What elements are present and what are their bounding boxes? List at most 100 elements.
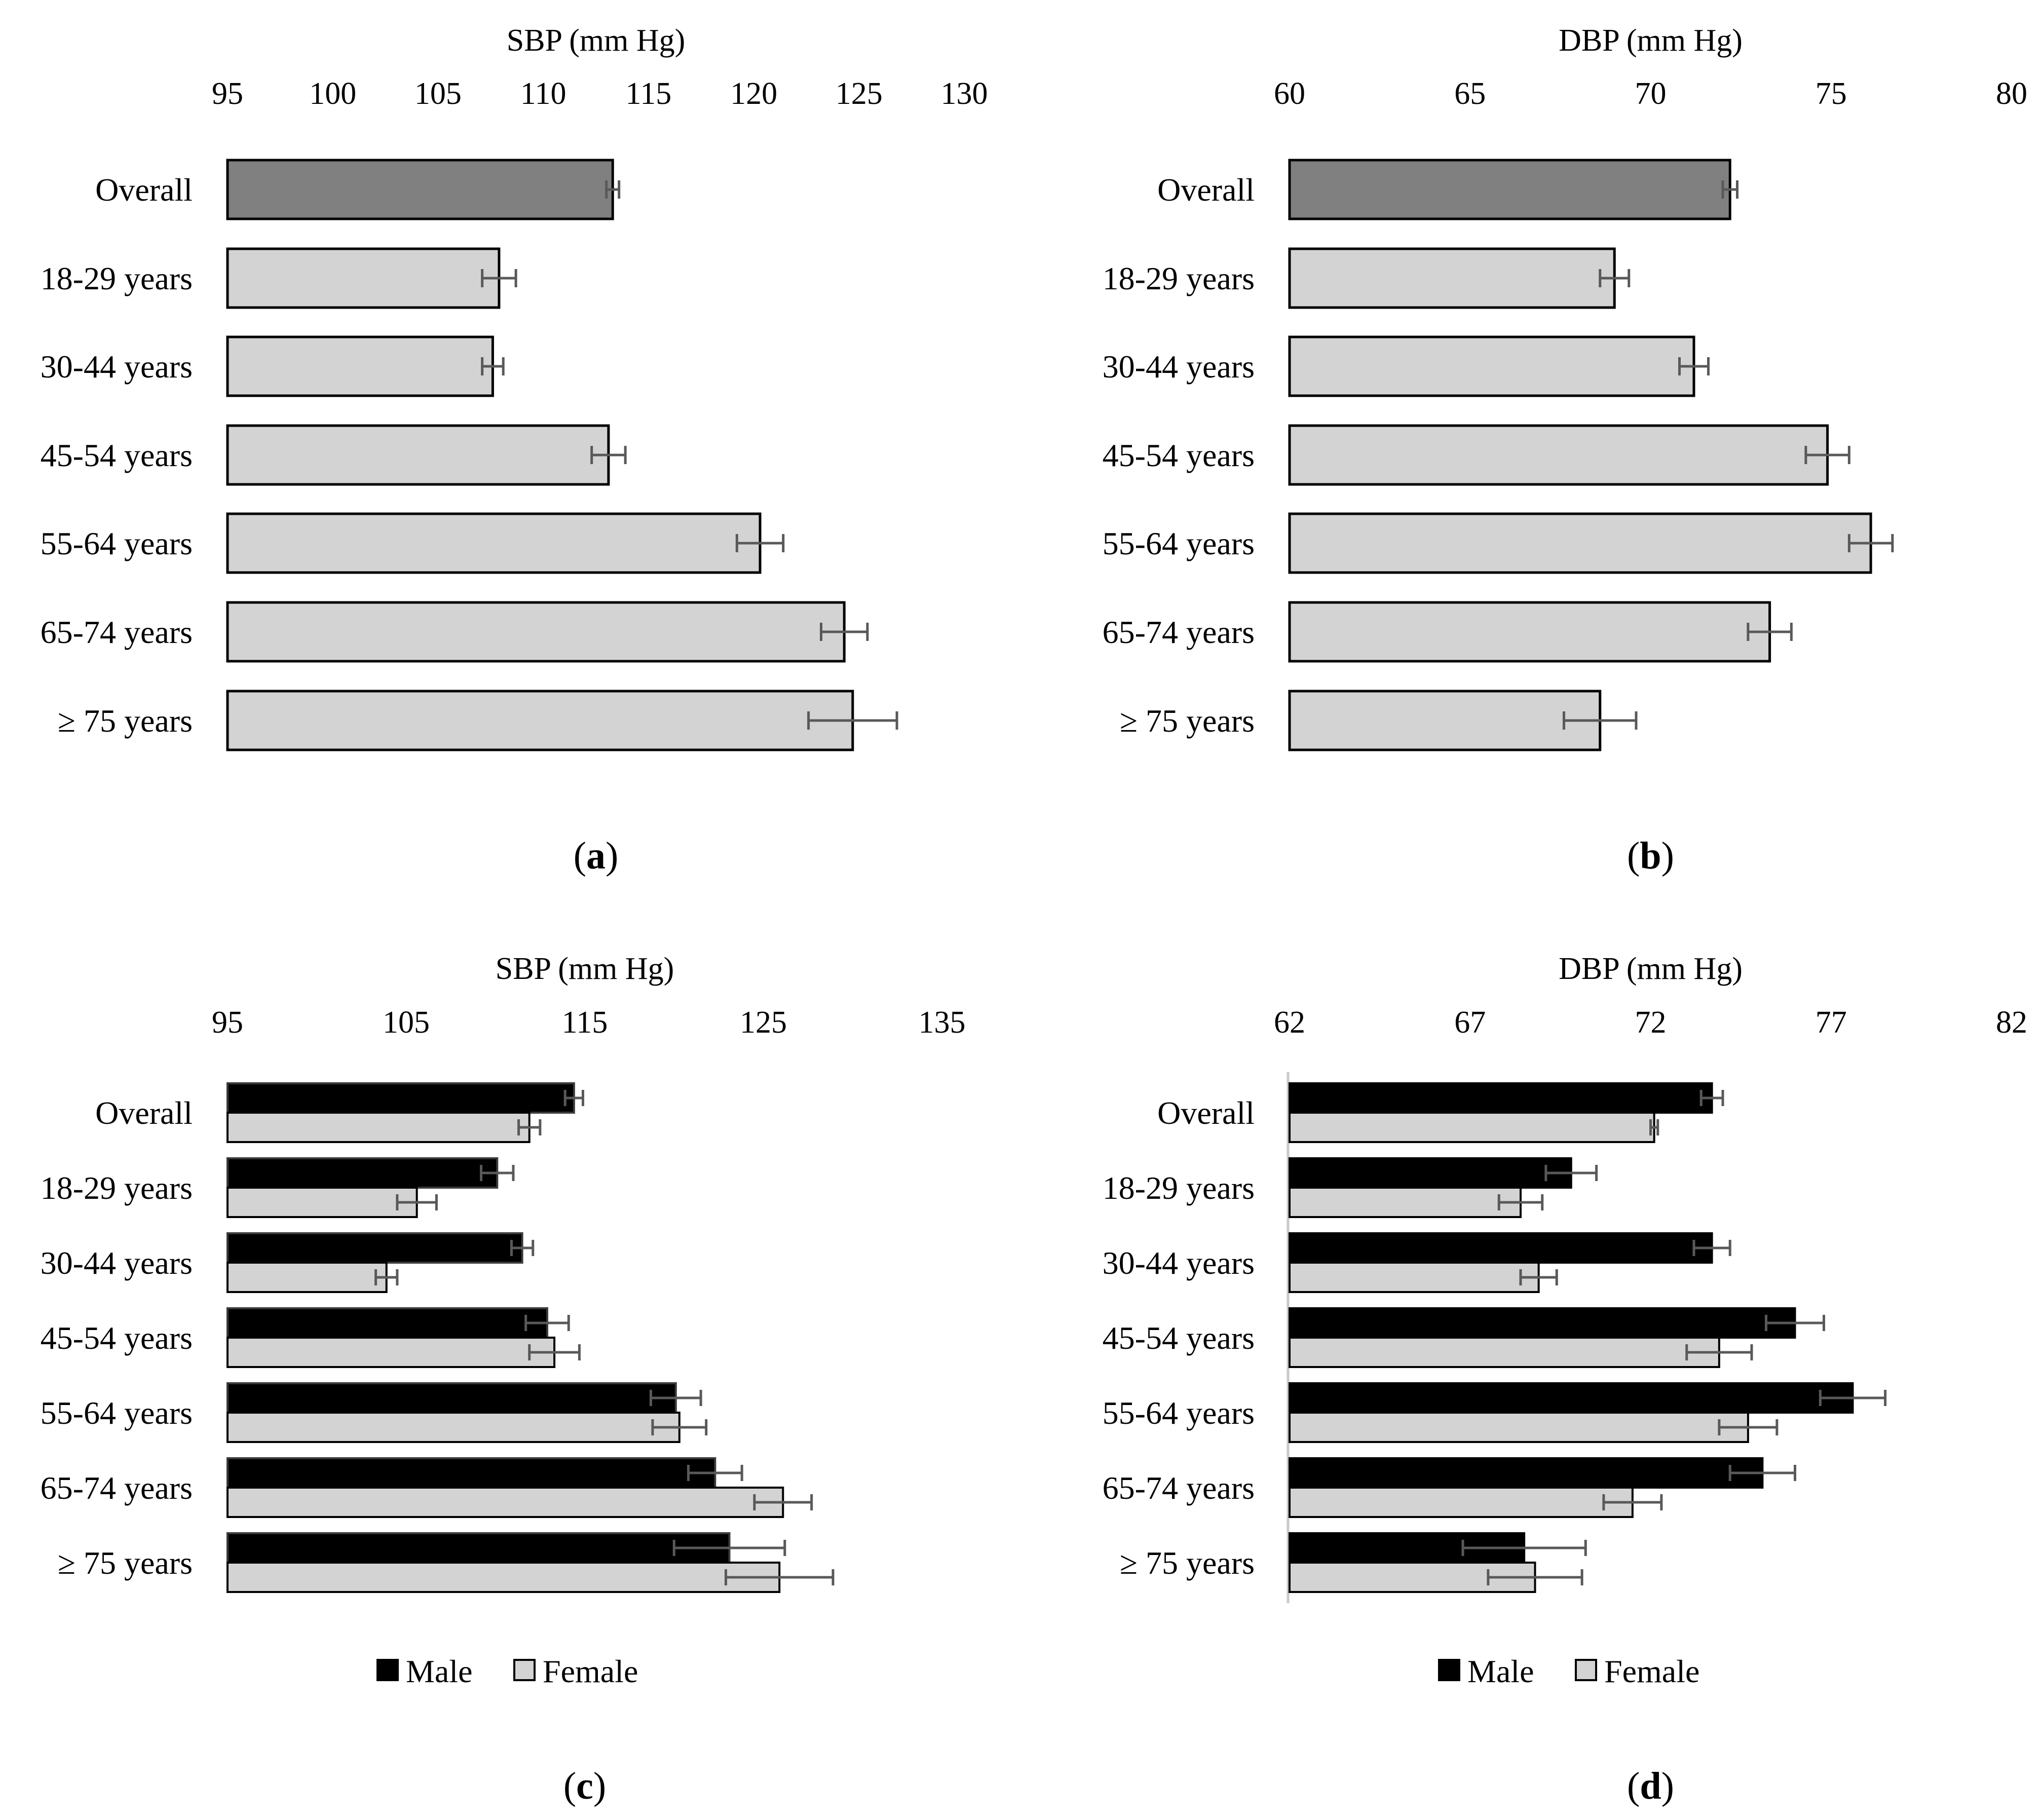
error-bar	[672, 1540, 786, 1556]
tick-label: 75	[1816, 77, 1847, 111]
bar-male	[1289, 1082, 1713, 1114]
bar-female	[1289, 1187, 1522, 1218]
tick-label: 135	[919, 1005, 966, 1040]
legend-label-male: Male	[1467, 1653, 1534, 1689]
bar-female	[226, 1187, 418, 1218]
panel-label-letter: a	[586, 835, 606, 877]
tick-label: 72	[1635, 1005, 1667, 1040]
legend-swatch-female	[1575, 1659, 1597, 1681]
error-bar	[1678, 357, 1710, 375]
tick-label: 120	[730, 77, 777, 111]
bar-female	[1289, 1412, 1749, 1443]
error-bar	[820, 623, 869, 641]
tick-label: 65	[1454, 77, 1486, 111]
error-bar	[1804, 446, 1850, 464]
category-label: Overall	[1157, 172, 1255, 208]
tick-label: 115	[626, 77, 672, 111]
bar-mean	[1288, 335, 1695, 397]
chart-panel-a: SBP (mm Hg) 95 100 105 110 115 120 125 130 Overal…	[41, 23, 988, 877]
error-bar	[649, 1390, 702, 1406]
panel-label-open: (	[574, 835, 586, 877]
category-label: ≥ 75 years	[1120, 1545, 1255, 1581]
category-label: 55-64 years	[1103, 1395, 1255, 1431]
error-bar	[1602, 1494, 1663, 1510]
category-label: 45-54 years	[41, 437, 193, 473]
bar-mean	[1288, 247, 1616, 309]
bar-male	[226, 1307, 548, 1339]
category-label: 18-29 years	[1103, 1170, 1255, 1206]
bar-female	[1289, 1112, 1655, 1143]
panel-label-letter: c	[576, 1765, 593, 1807]
category-label: ≥ 75 years	[58, 703, 193, 739]
category-label: 45-54 years	[1103, 437, 1255, 473]
error-bar	[524, 1315, 570, 1331]
error-bar	[590, 446, 627, 464]
category-label: 30-44 years	[1103, 1245, 1255, 1281]
tick-label: 95	[212, 77, 243, 111]
panel-label-open: (	[1627, 1765, 1640, 1807]
bar-mean	[226, 247, 501, 309]
category-label: 65-74 years	[1103, 614, 1255, 650]
panel-label-close: )	[593, 1765, 606, 1807]
panel-label-open: (	[1627, 835, 1640, 877]
category-label: 55-64 years	[41, 1395, 193, 1431]
error-bar	[528, 1344, 581, 1360]
bar-female	[226, 1112, 531, 1143]
legend-label-female: Female	[1604, 1653, 1699, 1689]
category-label: 18-29 years	[41, 260, 193, 296]
error-bar	[1692, 1240, 1731, 1256]
error-bar	[1599, 269, 1631, 287]
category-label: 18-29 years	[1103, 260, 1255, 296]
bar-male	[226, 1232, 523, 1264]
error-bar	[651, 1419, 708, 1435]
error-bar	[1847, 534, 1894, 552]
category-label: 30-44 years	[1103, 349, 1255, 385]
bar-mean	[1288, 601, 1771, 663]
error-bar	[807, 711, 898, 730]
tick-label: 115	[562, 1005, 608, 1040]
legend-swatch-male	[1438, 1659, 1460, 1681]
error-bar	[1563, 711, 1638, 730]
panel-label-letter: d	[1640, 1765, 1661, 1807]
panel-label-close: )	[1661, 1765, 1674, 1807]
axis-title: SBP (mm Hg)	[507, 23, 686, 58]
bar-female	[226, 1412, 680, 1443]
legend-label-female: Female	[543, 1653, 638, 1689]
bar-mean	[1288, 512, 1872, 574]
panel-label: (a)	[574, 835, 619, 877]
error-bar	[1685, 1344, 1753, 1360]
tick-label: 110	[520, 77, 566, 111]
error-bar	[1728, 1465, 1796, 1481]
bar-male	[1289, 1157, 1572, 1189]
bar-mean	[226, 159, 614, 220]
axis-title: SBP (mm Hg)	[496, 952, 674, 986]
bar-mean	[1288, 690, 1602, 751]
bar-male	[226, 1382, 677, 1414]
error-bar	[1649, 1119, 1659, 1135]
error-bar	[724, 1569, 835, 1585]
category-label: 65-74 years	[41, 1470, 193, 1506]
tick-label: 70	[1635, 77, 1667, 111]
chart-panel-d: DBP (mm Hg) 62 67 72 77 82 Overall 18-29 years 3…	[1103, 952, 2027, 1807]
error-bar	[481, 357, 505, 375]
panel-label: (d)	[1627, 1765, 1674, 1807]
tick-label: 105	[414, 77, 462, 111]
error-bar	[687, 1465, 743, 1481]
category-label: Overall	[95, 172, 193, 208]
category-label: 55-64 years	[1103, 525, 1255, 561]
legend-swatch-male	[376, 1659, 399, 1681]
category-label: 65-74 years	[41, 614, 193, 650]
error-bar	[753, 1494, 813, 1510]
bar-mean	[226, 601, 846, 663]
bar-mean	[226, 424, 610, 486]
category-label: 45-54 years	[1103, 1320, 1255, 1356]
bar-mean	[226, 690, 854, 751]
bar-male	[1289, 1307, 1796, 1339]
bar-male	[1289, 1232, 1713, 1264]
error-bar	[480, 1165, 515, 1181]
bar-female	[226, 1262, 388, 1293]
chart-panel-b: DBP (mm Hg) 60 65 70 75 80 Overall 18-29 years 3…	[1103, 23, 2027, 877]
bar-male	[1289, 1457, 1764, 1489]
error-bar	[517, 1119, 542, 1135]
